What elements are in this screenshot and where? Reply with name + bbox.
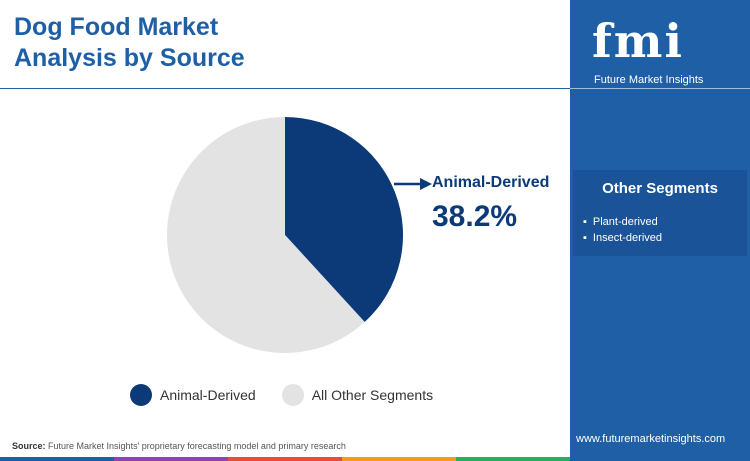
other-segments-box: Other Segments Plant-derived Insect-deri… bbox=[573, 170, 747, 256]
list-item: Plant-derived bbox=[583, 214, 662, 230]
pie-slice-all-other-segments bbox=[166, 117, 365, 353]
legend-label: Animal-Derived bbox=[160, 387, 256, 403]
callout-label: Animal-Derived bbox=[432, 174, 550, 191]
other-segments-list: Plant-derived Insect-derived bbox=[583, 214, 662, 246]
legend-item-all-other-segments: All Other Segments bbox=[281, 384, 434, 406]
pie-svg bbox=[166, 117, 403, 353]
source-note: Source: Future Market Insights' propriet… bbox=[12, 441, 346, 451]
legend-swatch-animal-derived bbox=[130, 384, 152, 406]
other-segments-title: Other Segments bbox=[602, 180, 718, 197]
color-bar-segment bbox=[342, 457, 456, 461]
color-bar-segment bbox=[456, 457, 570, 461]
callout-arrow-icon bbox=[394, 178, 432, 190]
callout-value: 38.2% bbox=[432, 200, 518, 233]
logo-text: fmi bbox=[592, 14, 684, 68]
sidebar-divider bbox=[570, 88, 750, 89]
color-bar-segment bbox=[0, 457, 114, 461]
sidebar: fmi Future Market Insights Other Segment… bbox=[570, 0, 750, 461]
source-label: Source: bbox=[12, 441, 46, 451]
legend-swatch-all-other-segments bbox=[281, 384, 304, 406]
color-bar-segment bbox=[114, 457, 228, 461]
logo-subtitle: Future Market Insights bbox=[594, 74, 704, 86]
chart-panel: Dog Food Market Analysis by Source Anima… bbox=[0, 13, 570, 461]
website-link[interactable]: www.futuremarketinsights.com bbox=[576, 433, 726, 445]
legend: Animal-Derived All Other Segments bbox=[130, 382, 459, 408]
list-item: Insect-derived bbox=[583, 230, 662, 246]
pie-slice-animal-derived bbox=[285, 117, 403, 323]
fmi-logo: fmi Future Market Insights bbox=[570, 8, 750, 86]
title-divider bbox=[0, 88, 570, 89]
legend-item-animal-derived: Animal-Derived bbox=[130, 384, 256, 406]
color-bar bbox=[0, 457, 570, 461]
color-bar-segment bbox=[228, 457, 342, 461]
source-text: Future Market Insights' proprietary fore… bbox=[48, 441, 346, 451]
pie-chart bbox=[166, 117, 403, 353]
page-title: Dog Food Market Analysis by Source bbox=[14, 13, 245, 72]
legend-label: All Other Segments bbox=[311, 387, 434, 403]
